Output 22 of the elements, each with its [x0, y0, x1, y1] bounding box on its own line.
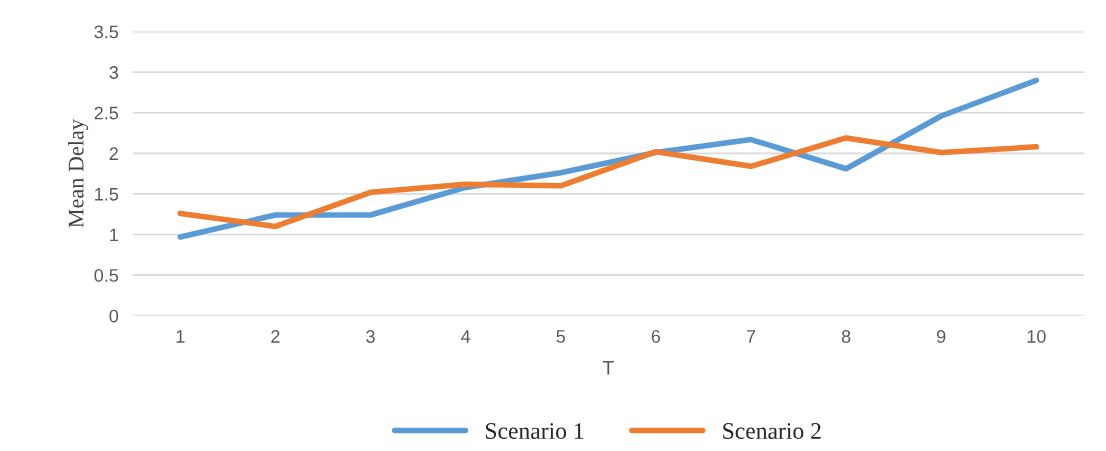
x-tick-label: 5	[556, 330, 566, 343]
y-tick-label: 3	[109, 66, 119, 79]
x-tick-label: 6	[651, 330, 661, 343]
x-tick-label: 7	[746, 330, 756, 343]
legend-label: Scenario 1	[485, 423, 584, 439]
x-axis-title: T	[602, 361, 614, 375]
y-tick-label: 2.5	[94, 106, 119, 120]
y-tick-label: 1.5	[95, 188, 119, 201]
x-tick-label: 8	[841, 330, 851, 343]
x-tick-label: 3	[366, 330, 375, 343]
x-tick-label: 4	[461, 330, 471, 343]
y-tick-label: 3.5	[94, 25, 119, 39]
y-tick-label: 2	[109, 147, 118, 160]
y-tick-label: 0.5	[94, 269, 119, 282]
x-tick-label: 2	[271, 330, 280, 343]
y-tick-label: 0	[109, 309, 119, 323]
x-tick-label: 1	[176, 330, 185, 343]
y-axis-title: Mean Delay	[67, 119, 89, 228]
y-tick-label: 1	[110, 228, 118, 242]
x-tick-label: 10	[1027, 330, 1046, 343]
legend-label: Scenario 2	[723, 423, 821, 439]
x-tick-label: 9	[937, 330, 946, 343]
